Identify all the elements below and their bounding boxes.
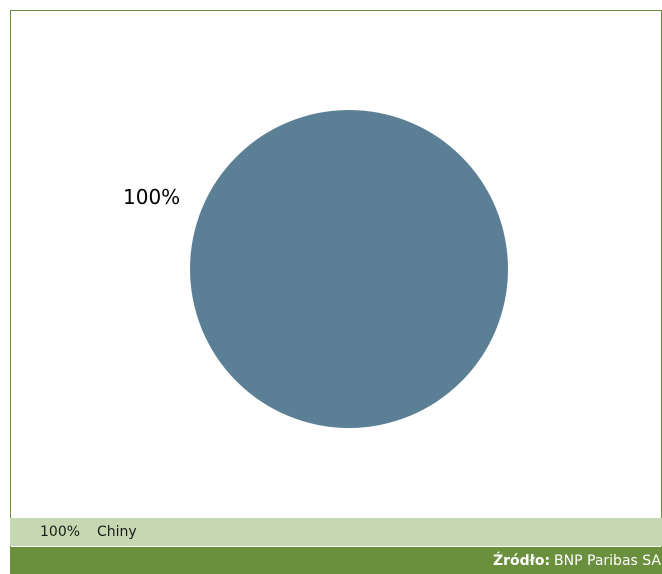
- source-label: Źródło:: [492, 552, 551, 569]
- legend-bar: 100% Chiny: [10, 518, 662, 546]
- chart-area: 100%: [11, 11, 662, 519]
- source-footer: Źródło: BNP Paribas SA: [10, 547, 662, 574]
- source-value: BNP Paribas SA: [554, 552, 661, 569]
- pie-data-label: 100%: [123, 185, 180, 209]
- pie-slice-chiny: [190, 110, 508, 428]
- legend-value: 100%: [40, 524, 81, 540]
- pie-chart: 100%: [123, 110, 508, 428]
- chart-frame: 100%: [10, 10, 662, 547]
- legend-label: Chiny: [97, 524, 137, 540]
